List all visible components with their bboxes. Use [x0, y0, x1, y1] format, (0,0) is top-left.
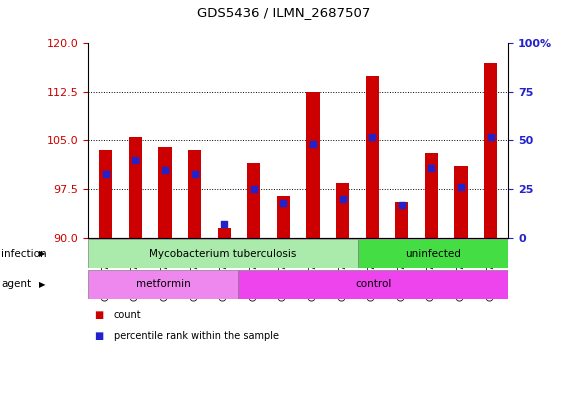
Point — [220, 221, 229, 227]
Bar — [454, 167, 467, 238]
Bar — [484, 63, 497, 238]
Point — [131, 157, 140, 163]
Point — [249, 186, 258, 192]
Point — [190, 171, 199, 177]
Text: percentile rank within the sample: percentile rank within the sample — [114, 331, 278, 342]
Text: agent: agent — [1, 279, 31, 289]
Bar — [88, 270, 238, 299]
Text: GDS5436 / ILMN_2687507: GDS5436 / ILMN_2687507 — [197, 6, 371, 19]
Point — [486, 134, 495, 140]
Bar — [88, 239, 358, 268]
Text: ▶: ▶ — [39, 280, 45, 289]
Point — [338, 196, 347, 202]
Text: metformin: metformin — [136, 279, 190, 289]
Bar — [336, 183, 349, 238]
Point — [160, 167, 169, 173]
Text: ■: ■ — [94, 331, 103, 342]
Text: ▶: ▶ — [39, 249, 45, 258]
Text: control: control — [355, 279, 391, 289]
Bar — [188, 150, 201, 238]
Bar — [99, 150, 112, 238]
Bar — [306, 92, 320, 238]
Bar — [218, 228, 231, 238]
Point — [367, 134, 377, 140]
Point — [279, 200, 288, 206]
Point — [101, 171, 110, 177]
Text: ■: ■ — [94, 310, 103, 320]
Bar — [238, 270, 508, 299]
Bar — [158, 147, 172, 238]
Bar — [358, 239, 508, 268]
Text: count: count — [114, 310, 141, 320]
Text: Mycobacterium tuberculosis: Mycobacterium tuberculosis — [149, 249, 297, 259]
Point — [397, 202, 406, 208]
Bar — [366, 75, 379, 238]
Bar — [247, 163, 261, 238]
Text: infection: infection — [1, 249, 47, 259]
Point — [457, 184, 466, 190]
Bar — [277, 196, 290, 238]
Point — [308, 141, 318, 147]
Bar — [129, 137, 142, 238]
Point — [427, 165, 436, 171]
Text: uninfected: uninfected — [406, 249, 461, 259]
Bar — [425, 153, 438, 238]
Bar — [395, 202, 408, 238]
